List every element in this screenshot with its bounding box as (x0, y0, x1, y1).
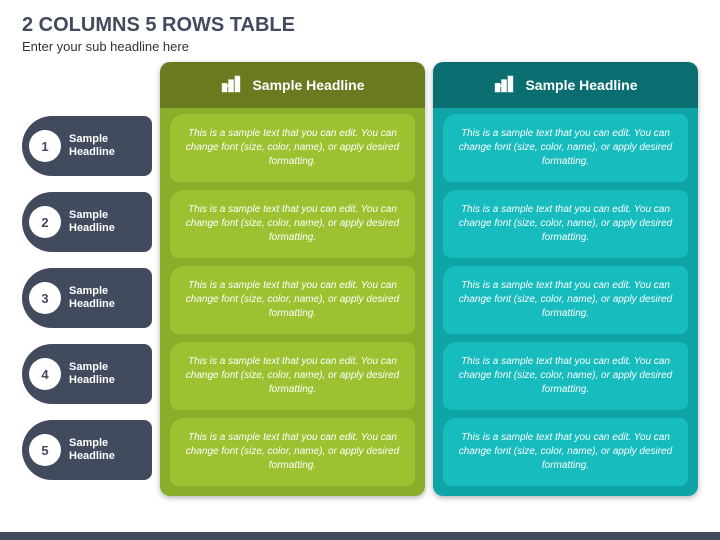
footer-bar (0, 532, 720, 540)
bar-chart-icon (220, 73, 242, 98)
column-header-text: Sample Headline (525, 77, 637, 93)
row-label-text: SampleHeadline (69, 209, 115, 235)
table-column: Sample Headline This is a sample text tha… (160, 62, 425, 496)
row-label: 5 SampleHeadline (22, 420, 152, 480)
table-cell: This is a sample text that you can edit.… (170, 114, 415, 182)
column-header: Sample Headline (433, 62, 698, 108)
column-header-text: Sample Headline (252, 77, 364, 93)
row-number: 3 (29, 282, 61, 314)
row-label: 3 SampleHeadline (22, 268, 152, 328)
row-number: 2 (29, 206, 61, 238)
row-label: 1 SampleHeadline (22, 116, 152, 176)
table-cell: This is a sample text that you can edit.… (443, 190, 688, 258)
table-cell: This is a sample text that you can edit.… (170, 266, 415, 334)
row-label-text: SampleHeadline (69, 285, 115, 311)
table-cell: This is a sample text that you can edit.… (443, 266, 688, 334)
table-cell: This is a sample text that you can edit.… (443, 418, 688, 486)
column-header: Sample Headline (160, 62, 425, 108)
row-label-text: SampleHeadline (69, 133, 115, 159)
table-column: Sample Headline This is a sample text tha… (433, 62, 698, 496)
row-number: 5 (29, 434, 61, 466)
row-label-text: SampleHeadline (69, 361, 115, 387)
page-subtitle: Enter your sub headline here (22, 39, 698, 54)
table-cell: This is a sample text that you can edit.… (170, 342, 415, 410)
page-title: 2 COLUMNS 5 ROWS TABLE (22, 14, 698, 37)
table-cell: This is a sample text that you can edit.… (443, 114, 688, 182)
table-cell: This is a sample text that you can edit.… (170, 418, 415, 486)
table-cell: This is a sample text that you can edit.… (443, 342, 688, 410)
row-label-text: SampleHeadline (69, 437, 115, 463)
row-number: 1 (29, 130, 61, 162)
table-cell: This is a sample text that you can edit.… (170, 190, 415, 258)
bar-chart-icon (493, 73, 515, 98)
row-label: 4 SampleHeadline (22, 344, 152, 404)
row-number: 4 (29, 358, 61, 390)
row-label: 2 SampleHeadline (22, 192, 152, 252)
